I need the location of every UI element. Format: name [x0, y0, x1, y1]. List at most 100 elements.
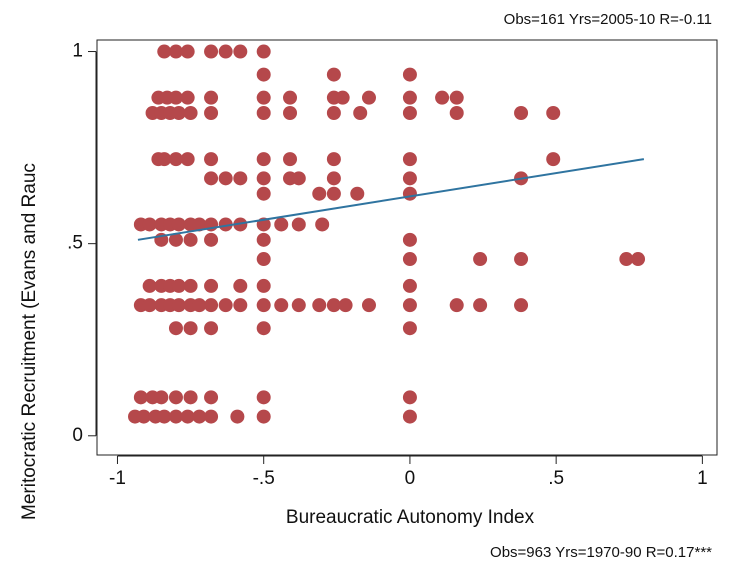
- point: [218, 44, 233, 59]
- x-tick-label: .5: [548, 468, 564, 489]
- point: [326, 106, 341, 121]
- point: [192, 409, 207, 424]
- point: [473, 298, 488, 313]
- point: [256, 321, 271, 336]
- point: [180, 409, 195, 424]
- point: [218, 217, 233, 232]
- point: [157, 152, 172, 167]
- point: [256, 390, 271, 405]
- point: [230, 409, 245, 424]
- point: [350, 186, 365, 201]
- point: [326, 298, 341, 313]
- point: [283, 152, 298, 167]
- point: [256, 252, 271, 267]
- point: [449, 90, 464, 105]
- point: [157, 409, 172, 424]
- point: [218, 298, 233, 313]
- point: [402, 409, 417, 424]
- point: [361, 90, 376, 105]
- point: [402, 171, 417, 186]
- point: [291, 217, 306, 232]
- point: [180, 44, 195, 59]
- point: [142, 298, 157, 313]
- point: [335, 90, 350, 105]
- point: [326, 171, 341, 186]
- point: [256, 298, 271, 313]
- point: [183, 106, 198, 121]
- point: [171, 106, 186, 121]
- point: [514, 106, 529, 121]
- point: [204, 390, 219, 405]
- point: [361, 298, 376, 313]
- point: [168, 152, 183, 167]
- point: [315, 217, 330, 232]
- point: [204, 409, 219, 424]
- point: [233, 298, 248, 313]
- point: [183, 232, 198, 247]
- point: [168, 90, 183, 105]
- point: [473, 252, 488, 267]
- point: [233, 44, 248, 59]
- y-tick-label: 0: [72, 425, 83, 446]
- point: [402, 67, 417, 82]
- point: [291, 298, 306, 313]
- point: [402, 152, 417, 167]
- point: [192, 298, 207, 313]
- point: [168, 409, 183, 424]
- point: [136, 409, 151, 424]
- point: [256, 44, 271, 59]
- point: [283, 90, 298, 105]
- point: [402, 390, 417, 405]
- point: [546, 152, 561, 167]
- x-tick-label: 0: [405, 468, 416, 489]
- point: [171, 217, 186, 232]
- y-axis-title: Meritocratic Recruitment (Evans and Rauc: [19, 163, 40, 520]
- point: [274, 217, 289, 232]
- point: [204, 90, 219, 105]
- point: [168, 44, 183, 59]
- point: [326, 186, 341, 201]
- point: [168, 321, 183, 336]
- point: [256, 152, 271, 167]
- point: [180, 152, 195, 167]
- y-tick-label: .5: [67, 233, 83, 254]
- fit-line: [137, 158, 645, 241]
- point: [291, 171, 306, 186]
- point: [168, 390, 183, 405]
- point: [204, 44, 219, 59]
- point: [546, 106, 561, 121]
- point: [204, 278, 219, 293]
- point: [283, 106, 298, 121]
- point: [353, 106, 368, 121]
- point: [256, 409, 271, 424]
- x-tick-label: -.5: [253, 468, 275, 489]
- point: [402, 106, 417, 121]
- point: [256, 186, 271, 201]
- point: [218, 171, 233, 186]
- point: [168, 232, 183, 247]
- point: [326, 67, 341, 82]
- point: [183, 278, 198, 293]
- point: [204, 298, 219, 313]
- point: [312, 298, 327, 313]
- point: [256, 90, 271, 105]
- point: [171, 298, 186, 313]
- x-tick-label: -1: [109, 468, 126, 489]
- point: [402, 232, 417, 247]
- point: [338, 298, 353, 313]
- x-tick-label: 1: [697, 468, 708, 489]
- point: [449, 298, 464, 313]
- point: [183, 321, 198, 336]
- point: [192, 217, 207, 232]
- point: [154, 390, 169, 405]
- point: [183, 390, 198, 405]
- point: [204, 232, 219, 247]
- point: [133, 390, 148, 405]
- point: [256, 106, 271, 121]
- point: [171, 278, 186, 293]
- point: [180, 90, 195, 105]
- point: [233, 171, 248, 186]
- point: [514, 298, 529, 313]
- point: [256, 232, 271, 247]
- y-tick-label: 1: [72, 41, 83, 62]
